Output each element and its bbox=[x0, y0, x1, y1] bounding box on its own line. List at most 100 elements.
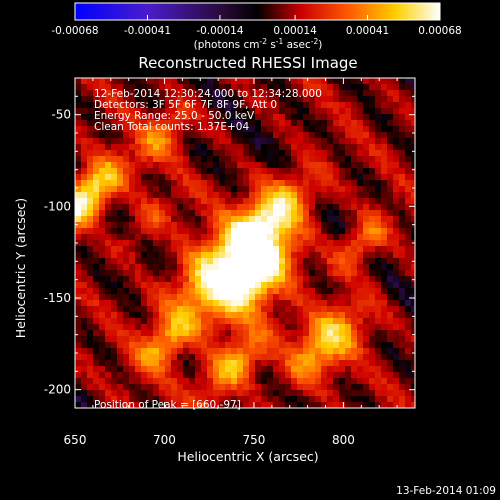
heatmap-cell bbox=[111, 270, 117, 276]
heatmap-cell bbox=[273, 78, 279, 84]
heatmap-cell bbox=[99, 84, 105, 90]
heatmap-cell bbox=[237, 78, 243, 84]
heatmap-cell bbox=[393, 114, 399, 120]
heatmap-cell bbox=[309, 264, 315, 270]
heatmap-cell bbox=[345, 258, 351, 264]
heatmap-cell bbox=[309, 354, 315, 360]
heatmap-cell bbox=[393, 372, 399, 378]
heatmap-cell bbox=[141, 204, 147, 210]
heatmap-cell bbox=[267, 354, 273, 360]
heatmap-cell bbox=[381, 258, 387, 264]
heatmap-cell bbox=[207, 330, 213, 336]
heatmap-cell bbox=[87, 336, 93, 342]
heatmap-cell bbox=[111, 210, 117, 216]
heatmap-cell bbox=[93, 90, 99, 96]
heatmap-cell bbox=[327, 168, 333, 174]
heatmap-cell bbox=[339, 270, 345, 276]
heatmap-cell bbox=[393, 78, 399, 84]
heatmap-cell bbox=[375, 246, 381, 252]
heatmap-cell bbox=[117, 162, 123, 168]
heatmap-cell bbox=[255, 102, 261, 108]
heatmap-cell bbox=[123, 336, 129, 342]
heatmap-cell bbox=[93, 192, 99, 198]
heatmap-cell bbox=[369, 378, 375, 384]
heatmap-cell bbox=[321, 288, 327, 294]
heatmap-cell bbox=[189, 252, 195, 258]
heatmap-cell bbox=[231, 276, 237, 282]
heatmap-cell bbox=[249, 300, 255, 306]
heatmap-cell bbox=[111, 348, 117, 354]
heatmap-cell bbox=[321, 318, 327, 324]
heatmap-cell bbox=[231, 348, 237, 354]
heatmap-cell bbox=[297, 174, 303, 180]
heatmap-cell bbox=[93, 342, 99, 348]
heatmap-cell bbox=[249, 330, 255, 336]
heatmap-cell bbox=[291, 156, 297, 162]
heatmap-cell bbox=[249, 144, 255, 150]
heatmap-cell bbox=[219, 336, 225, 342]
heatmap-cell bbox=[381, 402, 387, 408]
heatmap-cell bbox=[195, 312, 201, 318]
heatmap-cell bbox=[261, 210, 267, 216]
heatmap-cell bbox=[129, 210, 135, 216]
heatmap-cell bbox=[93, 216, 99, 222]
heatmap-cell bbox=[243, 198, 249, 204]
heatmap-cell bbox=[399, 372, 405, 378]
heatmap-cell bbox=[99, 378, 105, 384]
heatmap-cell bbox=[183, 288, 189, 294]
heatmap-cell bbox=[189, 258, 195, 264]
heatmap-cell bbox=[273, 330, 279, 336]
heatmap-cell bbox=[249, 174, 255, 180]
heatmap-cell bbox=[171, 264, 177, 270]
heatmap-cell bbox=[315, 186, 321, 192]
heatmap-cell bbox=[159, 180, 165, 186]
heatmap-cell bbox=[159, 252, 165, 258]
heatmap-cell bbox=[153, 132, 159, 138]
heatmap-cell bbox=[105, 360, 111, 366]
heatmap-cell bbox=[117, 216, 123, 222]
heatmap-cell bbox=[267, 306, 273, 312]
heatmap-cell bbox=[135, 312, 141, 318]
heatmap-cell bbox=[369, 390, 375, 396]
heatmap-cell bbox=[363, 288, 369, 294]
heatmap-cell bbox=[369, 234, 375, 240]
heatmap-cell bbox=[399, 84, 405, 90]
heatmap-cell bbox=[159, 78, 165, 84]
heatmap-cell bbox=[75, 342, 81, 348]
heatmap-cell bbox=[345, 294, 351, 300]
heatmap-cell bbox=[111, 306, 117, 312]
heatmap-cell bbox=[231, 246, 237, 252]
heatmap-cell bbox=[81, 264, 87, 270]
heatmap-cell bbox=[267, 378, 273, 384]
heatmap-cell bbox=[75, 366, 81, 372]
heatmap-cell bbox=[321, 222, 327, 228]
heatmap-cell bbox=[147, 162, 153, 168]
heatmap-cell bbox=[291, 174, 297, 180]
heatmap-cell bbox=[93, 180, 99, 186]
heatmap-cell bbox=[345, 156, 351, 162]
heatmap-cell bbox=[207, 300, 213, 306]
heatmap-cell bbox=[255, 234, 261, 240]
heatmap-cell bbox=[81, 120, 87, 126]
heatmap-cell bbox=[411, 312, 415, 318]
heatmap-cell bbox=[171, 180, 177, 186]
heatmap-cell bbox=[375, 390, 381, 396]
heatmap-cell bbox=[243, 396, 249, 402]
heatmap-cell bbox=[219, 342, 225, 348]
heatmap-cell bbox=[279, 132, 285, 138]
heatmap-cell bbox=[135, 216, 141, 222]
heatmap-cell bbox=[81, 294, 87, 300]
heatmap-cell bbox=[321, 294, 327, 300]
heatmap-cell bbox=[411, 198, 415, 204]
heatmap-cell bbox=[303, 162, 309, 168]
heatmap-cell bbox=[369, 306, 375, 312]
heatmap-cell bbox=[351, 396, 357, 402]
heatmap-cell bbox=[273, 402, 279, 408]
heatmap-cell bbox=[147, 360, 153, 366]
heatmap-cell bbox=[195, 150, 201, 156]
heatmap-cell bbox=[165, 150, 171, 156]
heatmap-cell bbox=[219, 132, 225, 138]
heatmap-cell bbox=[333, 318, 339, 324]
heatmap-cell bbox=[81, 138, 87, 144]
heatmap-cell bbox=[321, 210, 327, 216]
